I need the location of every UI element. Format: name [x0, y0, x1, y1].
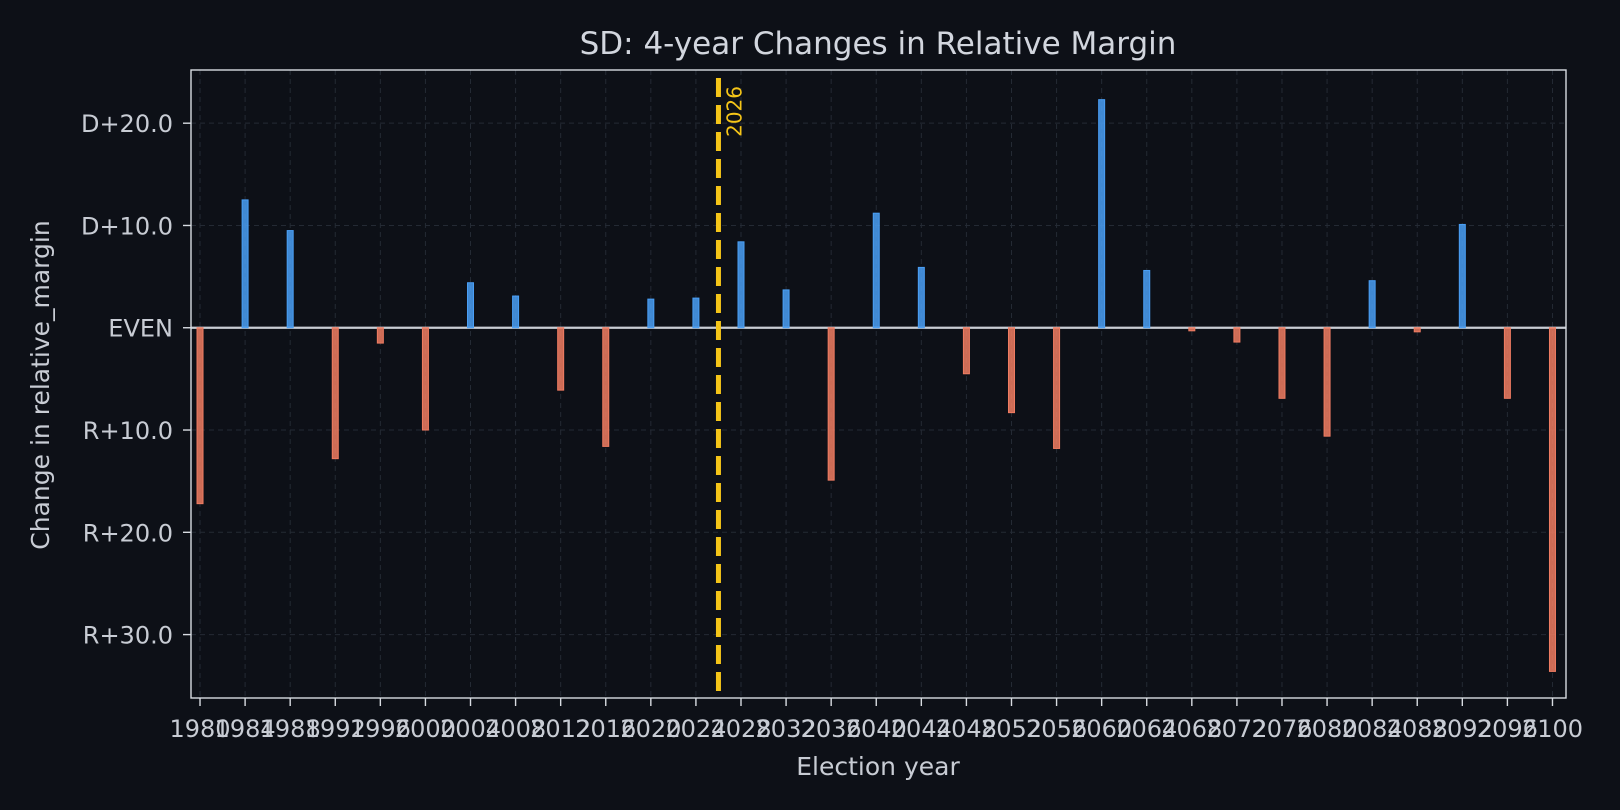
bar-1984	[241, 199, 249, 329]
bar-2004	[467, 282, 475, 329]
x-tick-label: 2044	[891, 715, 952, 743]
bar-2020	[647, 298, 655, 329]
x-tick-label: 1992	[305, 715, 366, 743]
bar-2076	[1278, 327, 1286, 399]
bar-2008	[512, 295, 520, 329]
bar-2012	[557, 327, 565, 391]
bar-2032	[782, 289, 790, 329]
x-tick-label: 2072	[1206, 715, 1267, 743]
x-tick-label: 2008	[485, 715, 546, 743]
x-tick-label: 1996	[350, 715, 411, 743]
bar-1980	[196, 327, 204, 505]
x-tick-label: 1980	[169, 715, 230, 743]
chart-title: SD: 4-year Changes in Relative Margin	[580, 26, 1177, 62]
x-tick-label: 2016	[575, 715, 636, 743]
bar-2080	[1323, 327, 1331, 437]
bar-2028	[737, 241, 745, 329]
bar-2088	[1413, 327, 1421, 333]
y-axis-ticks: D+20.0 D+10.0 EVEN R+10.0 R+20.0 R+30.0	[81, 110, 191, 650]
bar-2000	[421, 327, 429, 431]
bar-2084	[1368, 280, 1376, 329]
bars	[196, 99, 1556, 672]
bar-2064	[1143, 269, 1151, 329]
bar-1996	[376, 327, 384, 344]
y-tick-label: R+30.0	[83, 622, 173, 650]
x-tick-label: 2004	[440, 715, 501, 743]
x-tick-label: 1988	[260, 715, 321, 743]
y-axis-label: Change in relative_margin	[26, 220, 55, 549]
x-tick-label: 2080	[1297, 715, 1358, 743]
x-tick-label: 2052	[981, 715, 1042, 743]
bar-2092	[1458, 223, 1466, 329]
x-tick-label: 2000	[395, 715, 456, 743]
y-tick-label: EVEN	[108, 315, 173, 343]
bar-1992	[331, 327, 339, 460]
x-tick-label: 2040	[846, 715, 907, 743]
x-tick-label: 2064	[1116, 715, 1177, 743]
x-tick-label: 2068	[1161, 715, 1222, 743]
y-tick-label: R+20.0	[83, 519, 173, 547]
y-tick-label: D+20.0	[81, 110, 173, 138]
x-tick-label: 2056	[1026, 715, 1087, 743]
x-tick-label: 2028	[710, 715, 771, 743]
x-tick-label: 2060	[1071, 715, 1132, 743]
bar-2068	[1188, 327, 1196, 332]
x-tick-label: 2020	[620, 715, 681, 743]
bar-2056	[1053, 327, 1061, 449]
bar-2040	[872, 212, 880, 329]
x-tick-label: 2076	[1251, 715, 1312, 743]
bar-2100	[1548, 327, 1556, 672]
x-tick-label: 2036	[801, 715, 862, 743]
x-tick-label: 2092	[1432, 715, 1493, 743]
bar-2048	[962, 327, 970, 375]
x-tick-label: 2024	[665, 715, 726, 743]
x-tick-label: 1984	[215, 715, 276, 743]
x-tick-label: 2032	[756, 715, 817, 743]
x-axis-label: Election year	[796, 752, 960, 781]
bar-2044	[917, 266, 925, 329]
y-tick-label: D+10.0	[81, 212, 173, 240]
x-axis-ticks: 1980198419881992199620002004200820122016…	[169, 698, 1583, 743]
x-tick-label: 2088	[1387, 715, 1448, 743]
bar-1988	[286, 230, 294, 329]
bar-2052	[1007, 327, 1015, 414]
x-tick-label: 2012	[530, 715, 591, 743]
y-tick-label: R+10.0	[83, 417, 173, 445]
bar-2096	[1503, 327, 1511, 399]
plot-frame	[190, 69, 1567, 699]
bar-2072	[1233, 327, 1241, 343]
bar-2060	[1098, 99, 1106, 329]
x-tick-label: 2096	[1477, 715, 1538, 743]
bar-2016	[602, 327, 610, 447]
bar-2036	[827, 327, 835, 481]
marker-label: 2026	[722, 86, 746, 137]
gridlines	[191, 70, 1566, 698]
bar-2024	[692, 297, 700, 329]
x-tick-label: 2100	[1522, 715, 1583, 743]
x-tick-label: 2084	[1342, 715, 1403, 743]
x-tick-label: 2048	[936, 715, 997, 743]
